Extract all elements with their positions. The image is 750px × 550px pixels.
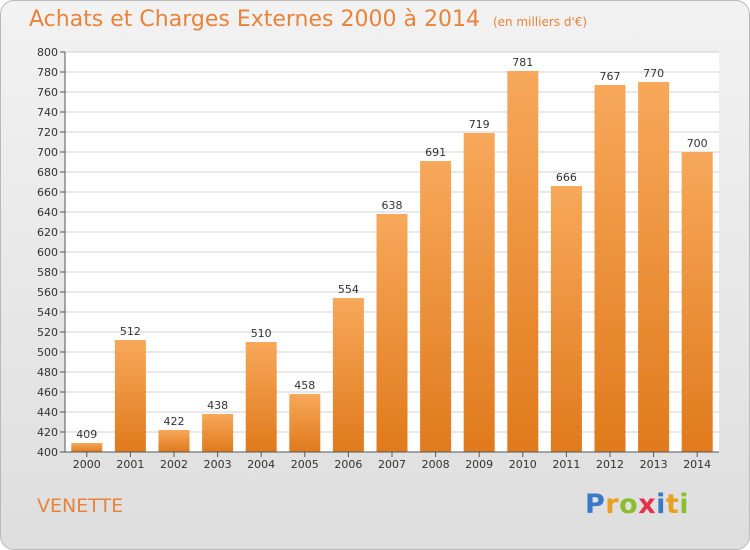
y-tick-label: 420 <box>37 426 58 439</box>
y-tick-label: 480 <box>37 366 58 379</box>
y-tick-label: 620 <box>37 226 58 239</box>
x-tick-label-2002: 2002 <box>160 458 188 471</box>
x-tick-label-2003: 2003 <box>204 458 232 471</box>
y-tick-label: 500 <box>37 346 58 359</box>
chart-unit: (en milliers d'€) <box>492 15 588 29</box>
commune-name: VENETTE <box>37 495 124 517</box>
bar-2013 <box>638 82 670 452</box>
y-tick-label: 560 <box>37 286 58 299</box>
value-labels: 409 512 422 438 510 458 554 638 691 719 781 666 767 7… <box>76 56 707 441</box>
value-label-2001: 512 <box>120 325 141 338</box>
value-label-2011: 666 <box>556 171 577 184</box>
x-tick-label-2012: 2012 <box>596 458 624 471</box>
y-tick-label: 700 <box>37 146 58 159</box>
bar-2006 <box>332 298 364 452</box>
value-label-2008: 691 <box>425 146 446 159</box>
bar-2002 <box>158 430 190 452</box>
y-tick-label: 740 <box>37 106 58 119</box>
y-tick-label: 580 <box>37 266 58 279</box>
value-label-2010: 781 <box>512 56 533 69</box>
x-tick-label-2000: 2000 <box>73 458 101 471</box>
proxiti-logo: Proxiti <box>585 489 690 520</box>
bar-2011 <box>550 186 582 452</box>
value-label-2004: 510 <box>251 327 272 340</box>
y-tick-label: 760 <box>37 86 58 99</box>
value-label-2009: 719 <box>469 118 490 131</box>
value-label-2006: 554 <box>338 283 359 296</box>
bars <box>71 71 713 452</box>
y-tick-label: 660 <box>37 186 58 199</box>
value-label-2007: 638 <box>382 199 403 212</box>
value-label-2000: 409 <box>76 428 97 441</box>
value-label-2003: 438 <box>207 399 228 412</box>
y-tick-label: 800 <box>37 46 58 59</box>
x-tick-label-2005: 2005 <box>291 458 319 471</box>
x-tick-label-2011: 2011 <box>552 458 580 471</box>
y-tick-label: 600 <box>37 246 58 259</box>
y-tick-label: 640 <box>37 206 58 219</box>
bar-2010 <box>507 71 539 452</box>
value-label-2012: 767 <box>600 70 621 83</box>
chart-title: Achats et Charges Externes 2000 à 2014 (… <box>29 7 587 32</box>
bar-2009 <box>463 133 495 452</box>
y-tick-label: 520 <box>37 326 58 339</box>
y-tick-label: 720 <box>37 126 58 139</box>
y-tick-label: 460 <box>37 386 58 399</box>
y-tick-label: 400 <box>37 446 58 459</box>
bar-2014 <box>681 152 713 452</box>
y-tick-label: 780 <box>37 66 58 79</box>
bar-2000 <box>71 443 103 452</box>
x-tick-label-2006: 2006 <box>334 458 362 471</box>
bar-2007 <box>376 214 408 452</box>
y-tick-label: 540 <box>37 306 58 319</box>
x-tick-labels: 2000 2001 2002 2003 2004 2005 2006 2007 2008 2009… <box>73 452 711 471</box>
value-label-2005: 458 <box>294 379 315 392</box>
value-label-2002: 422 <box>164 415 185 428</box>
bar-2004 <box>245 342 277 452</box>
bar-2001 <box>114 340 146 452</box>
bar-2008 <box>420 161 452 452</box>
bar-2005 <box>289 394 321 452</box>
x-tick-label-2007: 2007 <box>378 458 406 471</box>
value-label-2014: 700 <box>687 137 708 150</box>
x-tick-label-2013: 2013 <box>640 458 668 471</box>
x-tick-label-2008: 2008 <box>422 458 450 471</box>
x-tick-label-2009: 2009 <box>465 458 493 471</box>
bar-2012 <box>594 85 626 452</box>
chart-title-text: Achats et Charges Externes 2000 à 2014 <box>29 7 480 32</box>
y-tick-labels: 400 420 440 460 480 500 520 540 560 580 600 620 640 6… <box>37 46 65 459</box>
x-tick-label-2010: 2010 <box>509 458 537 471</box>
x-tick-label-2001: 2001 <box>116 458 144 471</box>
value-label-2013: 770 <box>643 67 664 80</box>
bar-2003 <box>202 414 234 452</box>
x-tick-label-2014: 2014 <box>683 458 711 471</box>
y-tick-label: 680 <box>37 166 58 179</box>
x-tick-label-2004: 2004 <box>247 458 275 471</box>
y-tick-label: 440 <box>37 406 58 419</box>
